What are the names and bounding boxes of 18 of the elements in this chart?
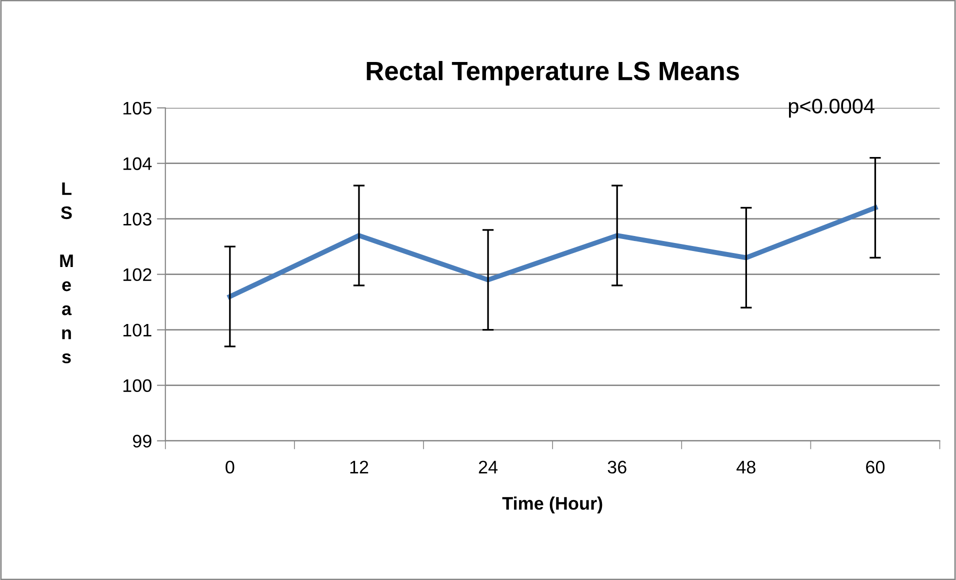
y-tick-label: 99 <box>132 434 152 448</box>
x-tick-label: 48 <box>736 460 756 474</box>
y-tick-label: 104 <box>123 157 152 170</box>
x-tick-label: 24 <box>478 460 498 474</box>
x-tick-label: 60 <box>866 460 885 474</box>
y-tick-label: 101 <box>123 324 152 337</box>
x-axis-title: Time (Hour) <box>502 496 602 514</box>
x-tick-label: 12 <box>350 460 368 474</box>
line-series <box>227 205 878 299</box>
annotation: p<0.0004 <box>788 98 874 118</box>
y-tick-label: 102 <box>123 268 152 282</box>
text: LS Means <box>60 182 73 364</box>
chart-title: Rectal Temperature LS Means <box>366 60 739 86</box>
y-tick-label: 105 <box>123 102 152 115</box>
x-tick-label: 0 <box>226 460 234 474</box>
y-tick-label: 100 <box>123 379 152 392</box>
y-tick-label: 103 <box>123 212 152 226</box>
x-tick-label: 36 <box>608 460 626 474</box>
